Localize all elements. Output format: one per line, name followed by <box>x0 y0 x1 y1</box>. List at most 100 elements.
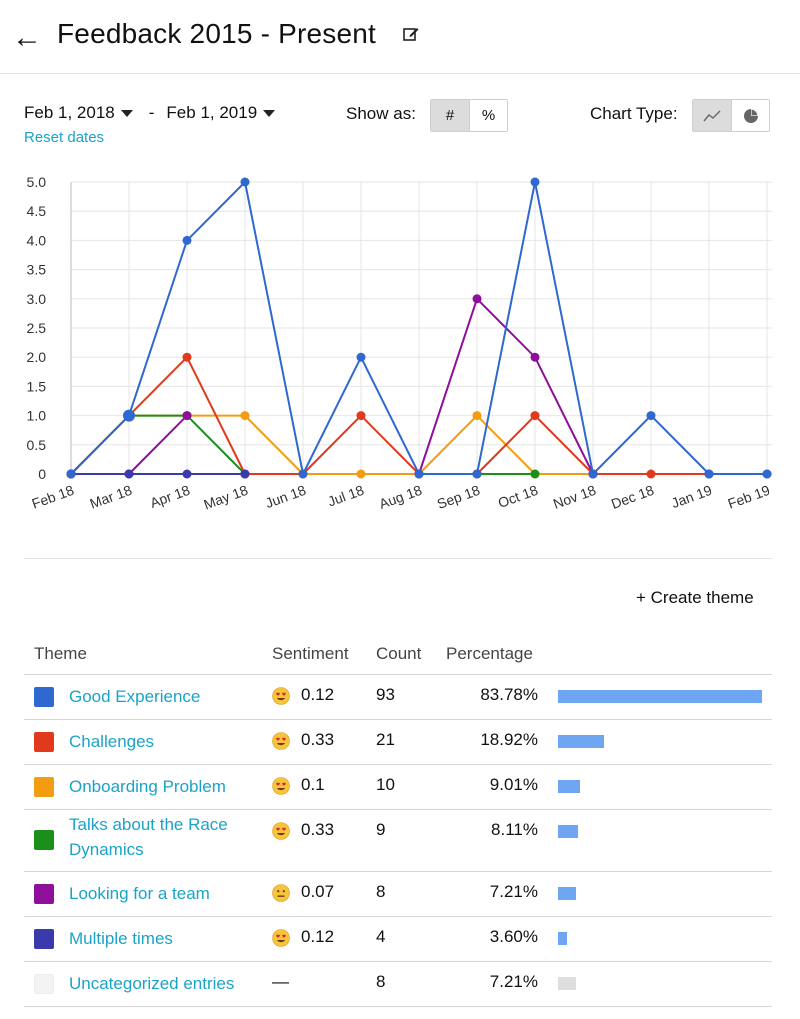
data-point <box>356 352 366 362</box>
theme-color-swatch <box>34 732 54 752</box>
data-point <box>530 177 540 187</box>
data-point <box>704 469 714 479</box>
x-tick-label: Oct 18 <box>496 482 540 511</box>
x-tick-label: Apr 18 <box>148 482 192 511</box>
create-theme-button[interactable]: + Create theme <box>636 588 754 607</box>
x-tick-label: Feb 19 <box>726 482 773 512</box>
table-header: Theme Sentiment Count Percentage <box>24 632 772 675</box>
percentage-value: 7.21% <box>489 972 538 991</box>
theme-link[interactable]: Looking for a team <box>69 884 210 903</box>
theme-link[interactable]: Good Experience <box>69 687 201 706</box>
pie-chart-button[interactable] <box>731 100 769 131</box>
data-point <box>123 409 135 422</box>
theme-link[interactable]: Multiple times <box>69 929 173 948</box>
arrow-left-icon[interactable]: ← <box>12 21 42 54</box>
date-range: Feb 1, 2018 - Feb 1, 2019 <box>24 103 276 123</box>
data-point <box>240 469 250 479</box>
chart-type-toggle <box>692 99 770 132</box>
end-date-picker[interactable]: Feb 1, 2019 <box>166 103 276 123</box>
data-point <box>182 411 192 421</box>
theme-color-swatch <box>34 884 54 904</box>
theme-link[interactable]: Challenges <box>69 732 155 751</box>
x-tick-label: Mar 18 <box>88 482 135 512</box>
theme-link[interactable]: Uncategorized entries <box>69 974 235 993</box>
percentage-value: 9.01% <box>489 775 538 794</box>
reset-dates-link[interactable]: Reset dates <box>24 129 105 146</box>
show-as-count-button[interactable]: # <box>431 100 469 131</box>
table-row: Good Experience 0.12 93 83.78% <box>24 675 772 720</box>
sentiment-value: 0.1 <box>301 775 325 794</box>
sentiment-value: 0.12 <box>301 685 335 704</box>
start-date-value: Feb 1, 2018 <box>24 103 115 122</box>
percentage-value: 3.60% <box>489 927 538 946</box>
data-point <box>530 352 540 362</box>
theme-link[interactable]: Talks about the Race Dynamics <box>69 815 228 859</box>
percentage-bar <box>558 780 580 793</box>
percentage-bar <box>558 932 567 945</box>
show-as-toggle: # % <box>430 99 508 132</box>
count-value: 10 <box>376 775 395 794</box>
data-point <box>66 469 76 479</box>
heart-eyes-emoji <box>272 929 290 947</box>
data-point <box>472 469 482 479</box>
data-point <box>588 469 598 479</box>
table-row: Challenges 0.33 21 18.92% <box>24 720 772 765</box>
table-row: Looking for a team 0.07 8 7.21% <box>24 872 772 917</box>
y-tick-label: 0.5 <box>27 437 47 453</box>
y-tick-label: 3.0 <box>27 291 47 307</box>
line-chart: 0 0.5 1.0 1.5 2.0 2.5 3.0 3.5 4.0 4.5 5.0 Feb 18 Mar… <box>27 174 773 513</box>
x-tick-label: Jun 18 <box>263 482 308 511</box>
data-point <box>124 469 134 479</box>
show-as-percent-button[interactable]: % <box>469 100 507 131</box>
y-tick-label: 4.5 <box>27 203 47 219</box>
table-row: Onboarding Problem 0.1 10 9.01% <box>24 765 772 810</box>
count-value: 8 <box>376 972 386 991</box>
data-point <box>530 469 540 479</box>
data-point <box>472 411 482 421</box>
data-point <box>762 469 772 479</box>
line-chart-button[interactable] <box>693 100 731 131</box>
end-date-value: Feb 1, 2019 <box>166 103 258 122</box>
x-tick-label: Sep 18 <box>435 482 482 512</box>
show-as-label: Show as: <box>346 104 416 123</box>
count-value: 21 <box>376 730 395 749</box>
header-count: Count <box>376 644 422 663</box>
table-row: Talks about the Race Dynamics 0.33 9 8.11% <box>24 810 772 872</box>
y-tick-label: 2.5 <box>27 320 47 336</box>
data-point <box>414 469 424 479</box>
count-value: 93 <box>376 685 395 704</box>
pie-chart-icon <box>743 108 758 123</box>
percentage-bar <box>558 735 604 748</box>
count-value: 9 <box>376 820 386 839</box>
y-tick-label: 5.0 <box>27 174 47 190</box>
theme-link[interactable]: Onboarding Problem <box>69 777 226 796</box>
percentage-value: 18.92% <box>480 730 538 749</box>
page-header: ← Feedback 2015 - Present <box>0 0 800 74</box>
header-sentiment: Sentiment <box>272 644 349 663</box>
y-tick-label: 1.5 <box>27 378 47 394</box>
series-line <box>70 356 709 475</box>
data-point <box>472 294 482 304</box>
count-value: 8 <box>376 882 386 901</box>
chart-type-label: Chart Type: <box>590 104 678 123</box>
y-tick-label: 1.0 <box>27 408 47 424</box>
x-tick-label: May 18 <box>201 482 250 513</box>
count-value: 4 <box>376 927 386 946</box>
x-tick-label: Jan 19 <box>669 482 714 511</box>
percentage-value: 8.11% <box>491 820 538 839</box>
neutral-face-emoji <box>272 884 290 902</box>
y-tick-label: 2.0 <box>27 349 47 365</box>
heart-eyes-emoji <box>272 687 290 705</box>
percentage-value: 83.78% <box>480 685 538 704</box>
line-chart-icon <box>703 110 721 121</box>
sentiment-value: 0.12 <box>301 927 335 946</box>
sentiment-value: 0.07 <box>301 882 335 901</box>
theme-color-swatch <box>34 974 54 994</box>
section-divider <box>24 558 772 559</box>
data-point <box>240 411 250 421</box>
edit-icon[interactable] <box>402 25 420 43</box>
theme-color-swatch <box>34 687 54 707</box>
start-date-picker[interactable]: Feb 1, 2018 <box>24 103 133 123</box>
y-tick-label: 4.0 <box>27 232 47 248</box>
data-point <box>646 411 656 421</box>
